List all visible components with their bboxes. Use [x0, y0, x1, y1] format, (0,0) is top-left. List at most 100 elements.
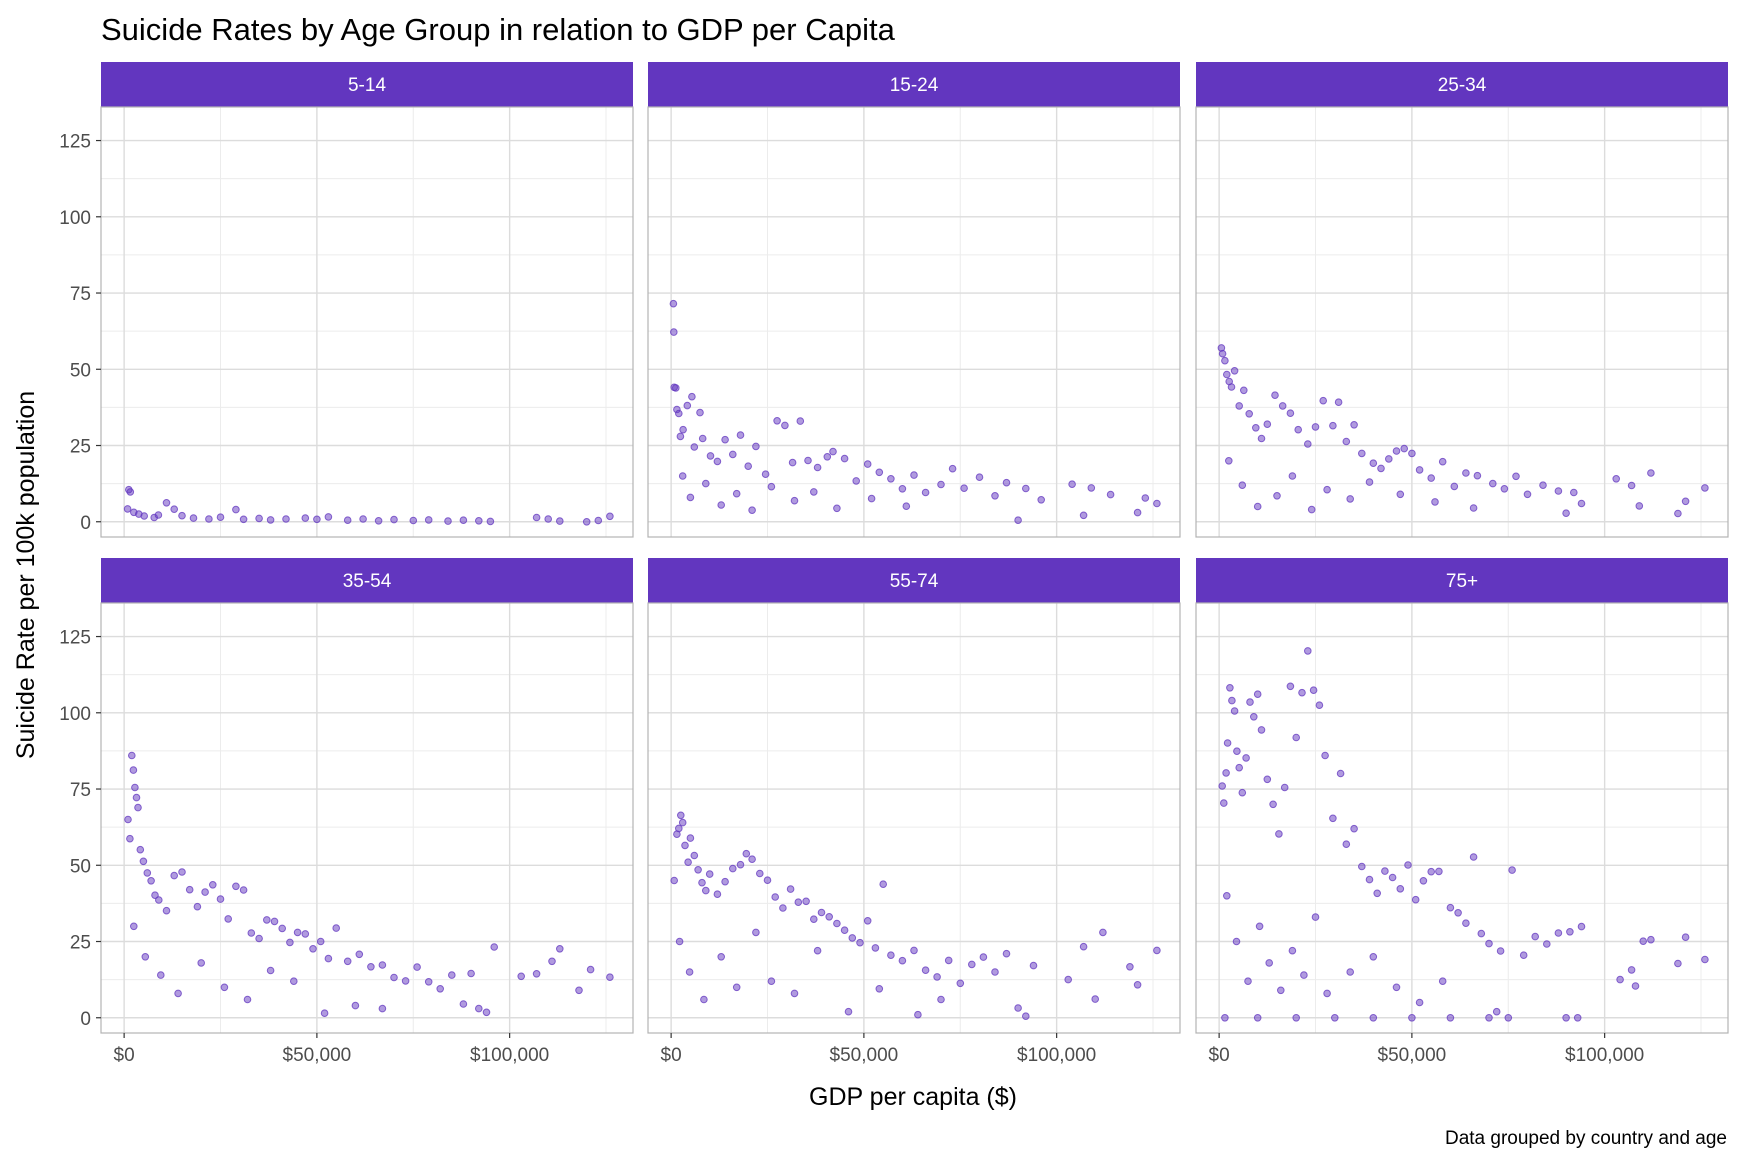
- data-point: [767, 977, 776, 986]
- data-point: [1288, 946, 1297, 955]
- data-point: [1400, 444, 1408, 453]
- data-point: [193, 902, 202, 911]
- data-point: [696, 408, 704, 417]
- x-tick-label: $0: [661, 1045, 682, 1066]
- data-point: [1369, 953, 1378, 961]
- data-point: [856, 938, 864, 947]
- data-point: [343, 516, 352, 525]
- data-point: [729, 864, 737, 873]
- facet-panel-75+: 75+ $0 $50,000 $100,000: [1195, 558, 1729, 1066]
- data-point: [220, 983, 229, 992]
- data-point: [131, 783, 139, 792]
- data-point: [705, 870, 714, 878]
- facet-strip-label: 15-24: [890, 75, 939, 96]
- data-point: [129, 766, 138, 774]
- data-point: [863, 460, 872, 468]
- data-point: [147, 877, 155, 885]
- data-point: [1133, 981, 1142, 989]
- data-point: [675, 937, 684, 946]
- data-point: [991, 492, 999, 500]
- data-point: [887, 951, 895, 960]
- data-point: [606, 973, 614, 982]
- data-point: [729, 450, 737, 459]
- data-point: [879, 880, 888, 889]
- data-point: [140, 512, 148, 520]
- data-point: [1329, 421, 1337, 430]
- data-point: [1562, 1014, 1570, 1022]
- y-tick-label: 0: [80, 1009, 91, 1030]
- data-point: [788, 458, 797, 467]
- data-point: [732, 489, 741, 498]
- data-point: [1469, 504, 1478, 512]
- facet-strip: [101, 62, 633, 107]
- data-point: [216, 895, 225, 903]
- data-point: [1022, 1012, 1030, 1021]
- data-point: [763, 876, 772, 885]
- data-point: [178, 868, 186, 876]
- data-point: [771, 893, 780, 901]
- data-point: [702, 479, 710, 488]
- data-point: [1280, 783, 1289, 792]
- y-tick-label: 75: [70, 780, 91, 801]
- data-point: [1323, 989, 1331, 998]
- data-point: [991, 968, 999, 976]
- data-point: [1221, 1014, 1229, 1022]
- data-point: [1269, 800, 1277, 809]
- chart-title: Suicide Rates by Age Group in relation t…: [101, 12, 896, 47]
- data-point: [378, 1004, 387, 1013]
- data-point: [1265, 959, 1273, 967]
- data-point: [1244, 977, 1252, 986]
- data-point: [255, 514, 263, 523]
- data-point: [1309, 686, 1318, 695]
- facet-strip: [648, 62, 1180, 107]
- facet-panel-35-54: 35-54 0 25 50 75 100 125 $0 $50,000 $100,000: [59, 558, 634, 1066]
- data-point: [266, 966, 275, 975]
- data-point: [606, 512, 614, 521]
- data-point: [170, 505, 178, 514]
- data-point: [1701, 484, 1709, 492]
- data-point: [1002, 949, 1011, 958]
- data-point: [1225, 457, 1233, 465]
- data-point: [582, 518, 591, 526]
- data-point: [914, 1010, 922, 1019]
- data-point: [1346, 495, 1354, 503]
- data-point: [1415, 998, 1424, 1007]
- y-tick-label: 50: [70, 360, 91, 381]
- data-point: [413, 963, 421, 971]
- data-point: [1014, 516, 1022, 525]
- y-tick-label: 50: [70, 856, 91, 877]
- data-point: [374, 517, 383, 525]
- data-point: [810, 488, 818, 496]
- data-point: [1311, 423, 1320, 431]
- data-point: [185, 885, 194, 894]
- data-point: [324, 513, 333, 521]
- data-point: [717, 501, 726, 509]
- data-point: [1235, 402, 1243, 410]
- data-point: [1635, 502, 1644, 510]
- data-point: [1218, 349, 1227, 358]
- x-tick-label: $50,000: [1378, 1045, 1447, 1066]
- data-point: [1616, 975, 1624, 984]
- data-point: [313, 515, 321, 524]
- panel-background: [1196, 603, 1728, 1033]
- data-point: [324, 954, 333, 963]
- data-point: [833, 919, 841, 928]
- data-point: [141, 953, 150, 961]
- data-point: [1342, 840, 1351, 849]
- data-point: [162, 499, 171, 507]
- data-point: [1373, 889, 1381, 898]
- data-point: [833, 504, 841, 513]
- data-point: [921, 488, 930, 497]
- data-point: [1570, 488, 1578, 497]
- data-point: [675, 824, 683, 833]
- data-point: [1450, 482, 1459, 491]
- data-point: [670, 876, 679, 885]
- data-point: [1300, 971, 1308, 979]
- data-point: [786, 885, 795, 893]
- data-point: [790, 989, 799, 998]
- data-point: [367, 963, 375, 971]
- data-point: [698, 434, 707, 443]
- data-point: [1278, 402, 1287, 410]
- data-point: [813, 946, 822, 955]
- data-point: [1329, 814, 1337, 823]
